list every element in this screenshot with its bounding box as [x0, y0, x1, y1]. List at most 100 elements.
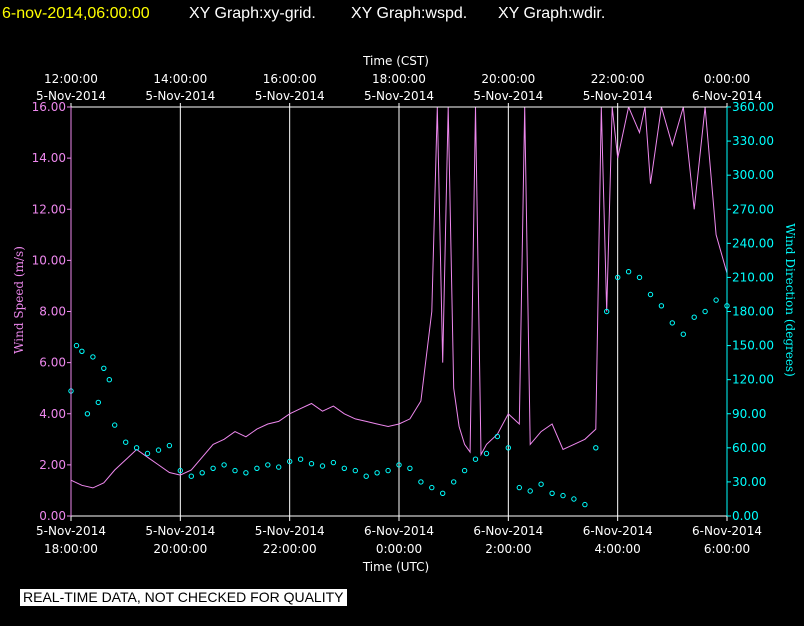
right-tick-label: 150.00 [732, 339, 774, 353]
wind-direction-point [352, 467, 358, 474]
wind-direction-point [396, 462, 402, 468]
wind-direction-point [374, 470, 380, 476]
left-tick-label: 12.00 [32, 202, 66, 216]
right-tick-label: 270.00 [732, 202, 774, 216]
top-tick-date: 5-Nov-2014 [473, 89, 543, 103]
wind-direction-point [385, 467, 391, 474]
wind-direction-point [527, 488, 533, 494]
wind-direction-point [90, 354, 96, 360]
wind-direction-point [133, 445, 140, 451]
right-tick-label: 180.00 [732, 305, 774, 319]
right-tick-label: 240.00 [732, 236, 774, 250]
wind-direction-point [560, 492, 566, 499]
left-tick-label: 6.00 [39, 356, 66, 370]
wind-direction-point [483, 450, 490, 457]
right-tick-label: 120.00 [732, 373, 774, 387]
wind-direction-point [407, 465, 413, 471]
wind-direction-point [106, 377, 113, 383]
wind-direction-point [680, 331, 686, 337]
wind-direction-point [549, 490, 555, 496]
graph-title-wdir: XY Graph:wdir. [498, 5, 605, 22]
bottom-axis-title: Time (UTC) [362, 560, 429, 574]
wind-direction-point [429, 484, 435, 491]
top-tick-date: 5-Nov-2014 [145, 89, 215, 103]
wind-direction-point [221, 462, 227, 468]
wind-direction-point [418, 479, 424, 485]
quality-disclaimer: REAL-TIME DATA, NOT CHECKED FOR QUALITY [20, 589, 348, 606]
wind-direction-point [494, 433, 501, 440]
wind-direction-point [188, 473, 195, 479]
wind-direction-point [625, 269, 632, 275]
top-tick-time: 0:00:00 [704, 72, 750, 86]
bottom-tick-date: 5-Nov-2014 [255, 524, 325, 538]
wind-direction-point [516, 484, 522, 491]
right-tick-label: 300.00 [732, 168, 774, 182]
wind-direction-point [451, 479, 457, 485]
wind-direction-point [112, 422, 118, 428]
top-tick-date: 5-Nov-2014 [36, 89, 106, 103]
bottom-tick-time: 6:00:00 [704, 542, 750, 556]
wind-direction-point [593, 445, 599, 451]
right-tick-label: 0.00 [732, 509, 759, 523]
wind-direction-point [538, 481, 544, 487]
wind-direction-point [73, 342, 80, 349]
left-tick-label: 16.00 [32, 100, 66, 114]
bottom-tick-time: 20:00:00 [153, 542, 207, 556]
top-tick-time: 12:00:00 [44, 72, 98, 86]
wind-direction-point [691, 314, 697, 320]
top-tick-time: 22:00:00 [591, 72, 645, 86]
wind-direction-point [232, 467, 238, 474]
wind-direction-point [95, 399, 102, 406]
wind-direction-point [254, 465, 260, 471]
bottom-tick-time: 0:00:00 [376, 542, 422, 556]
left-tick-label: 14.00 [32, 151, 66, 165]
wind-direction-point [341, 465, 347, 471]
wind-direction-point [210, 465, 216, 471]
wind-direction-point [658, 303, 665, 309]
wind-direction-point [669, 320, 675, 326]
wind-direction-point [330, 459, 337, 466]
bottom-tick-date: 5-Nov-2014 [36, 524, 106, 538]
wind-direction-point [461, 467, 468, 474]
bottom-tick-date: 6-Nov-2014 [583, 524, 653, 538]
wind-direction-point [472, 456, 479, 462]
graph-title-grid: XY Graph:xy-grid. [189, 5, 316, 22]
wind-direction-point [582, 501, 588, 508]
right-tick-label: 210.00 [732, 270, 774, 284]
right-tick-label: 30.00 [732, 475, 766, 489]
right-tick-label: 330.00 [732, 134, 774, 148]
wind-speed-series [71, 107, 727, 489]
wind-direction-point [308, 461, 315, 467]
wind-direction-point [166, 442, 173, 449]
left-tick-label: 0.00 [39, 509, 66, 523]
left-tick-label: 2.00 [39, 458, 66, 472]
top-tick-time: 18:00:00 [372, 72, 426, 86]
wind-direction-point [144, 450, 151, 457]
wind-direction-point [363, 473, 369, 479]
wind-direction-point [155, 447, 162, 453]
top-tick-time: 16:00:00 [263, 72, 317, 86]
wind-direction-point [276, 464, 282, 470]
wind-direction-point [505, 445, 511, 451]
bottom-tick-date: 6-Nov-2014 [473, 524, 543, 538]
wind-direction-point [123, 439, 129, 445]
wind-direction-point [84, 411, 91, 417]
bottom-tick-time: 18:00:00 [44, 542, 98, 556]
wind-direction-point [287, 458, 293, 465]
left-tick-label: 4.00 [39, 407, 66, 421]
wind-direction-point [636, 274, 643, 281]
top-tick-time: 14:00:00 [153, 72, 207, 86]
wind-direction-point [702, 308, 708, 315]
bottom-tick-time: 22:00:00 [263, 542, 317, 556]
top-tick-date: 5-Nov-2014 [364, 89, 434, 103]
wind-speed-line [71, 107, 727, 489]
datetime-label: 6-nov-2014,06:00:00 [2, 5, 150, 22]
left-tick-label: 10.00 [32, 253, 66, 267]
bottom-tick-date: 6-Nov-2014 [364, 524, 434, 538]
wind-direction-series [68, 269, 730, 508]
top-tick-date: 6-Nov-2014 [692, 89, 762, 103]
wind-direction-point [199, 470, 205, 476]
axis-ticks: 5-Nov-2014 18:00:00 5-Nov-2014 20:00:00 5-No… [32, 72, 774, 556]
wind-direction-point [571, 496, 577, 502]
